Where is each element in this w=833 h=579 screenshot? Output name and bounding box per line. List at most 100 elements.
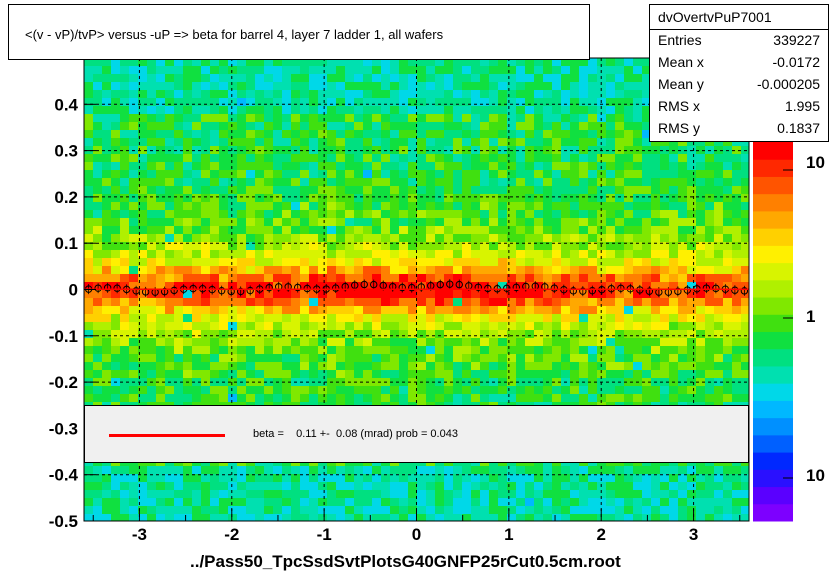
heatmap-cell: [561, 66, 570, 74]
heatmap-cell: [741, 314, 749, 322]
heatmap-cell: [705, 322, 714, 330]
heatmap-cell: [444, 346, 453, 354]
heatmap-cell: [120, 266, 129, 274]
heatmap-cell: [723, 242, 732, 250]
heatmap-cell: [255, 82, 264, 90]
heatmap-cell: [507, 154, 516, 162]
heatmap-cell: [471, 170, 480, 178]
heatmap-cell: [543, 250, 552, 258]
heatmap-cell: [642, 210, 651, 218]
heatmap-cell: [282, 122, 291, 130]
heatmap-cell: [723, 170, 732, 178]
heatmap-cell: [453, 474, 462, 482]
heatmap-cell: [525, 290, 534, 298]
heatmap-cell: [174, 354, 183, 362]
heatmap-cell: [696, 394, 705, 402]
heatmap-cell: [156, 258, 165, 266]
heatmap-cell: [327, 234, 336, 242]
heatmap-cell: [381, 258, 390, 266]
heatmap-cell: [705, 202, 714, 210]
heatmap-cell: [282, 234, 291, 242]
heatmap-cell: [210, 498, 219, 506]
heatmap-cell: [102, 474, 111, 482]
heatmap-cell: [165, 466, 174, 474]
heatmap-cell: [489, 242, 498, 250]
heatmap-cell: [111, 490, 120, 498]
x-axis-title: ../Pass50_TpcSsdSvtPlotsG40GNFP25rCut0.5…: [190, 552, 621, 571]
heatmap-cell: [129, 322, 138, 330]
heatmap-cell: [129, 498, 138, 506]
heatmap-cell: [174, 506, 183, 514]
heatmap-cell: [255, 154, 264, 162]
heatmap-cell: [129, 234, 138, 242]
heatmap-cell: [237, 218, 246, 226]
heatmap-cell: [678, 330, 687, 338]
heatmap-cell: [525, 234, 534, 242]
heatmap-cell: [651, 298, 660, 306]
heatmap-cell: [309, 266, 318, 274]
heatmap-cell: [228, 82, 237, 90]
heatmap-cell: [444, 354, 453, 362]
heatmap-cell: [390, 370, 399, 378]
heatmap-cell: [462, 58, 471, 66]
heatmap-cell: [345, 346, 354, 354]
heatmap-cell: [282, 146, 291, 154]
heatmap-cell: [237, 306, 246, 314]
heatmap-cell: [606, 122, 615, 130]
heatmap-cell: [318, 186, 327, 194]
heatmap-cell: [543, 146, 552, 154]
heatmap-cell: [516, 506, 525, 514]
heatmap-cell: [336, 98, 345, 106]
heatmap-cell: [363, 354, 372, 362]
heatmap-cell: [606, 202, 615, 210]
heatmap-cell: [417, 290, 426, 298]
heatmap-cell: [570, 490, 579, 498]
heatmap-cell: [732, 194, 741, 202]
heatmap-cell: [471, 250, 480, 258]
heatmap-cell: [336, 386, 345, 394]
heatmap-cell: [390, 298, 399, 306]
heatmap-cell: [381, 266, 390, 274]
heatmap-cell: [606, 162, 615, 170]
heatmap-cell: [480, 370, 489, 378]
heatmap-cell: [480, 82, 489, 90]
heatmap-cell: [282, 338, 291, 346]
heatmap-cell: [228, 178, 237, 186]
heatmap-cell: [102, 282, 111, 290]
colorbar-swatch: [753, 417, 793, 436]
heatmap-cell: [84, 498, 93, 506]
heatmap-cell: [687, 290, 696, 298]
heatmap-cell: [138, 482, 147, 490]
heatmap-cell: [264, 194, 273, 202]
heatmap-cell: [723, 186, 732, 194]
heatmap-cell: [165, 154, 174, 162]
heatmap-cell: [678, 194, 687, 202]
heatmap-cell: [687, 506, 696, 514]
heatmap-cell: [309, 498, 318, 506]
heatmap-cell: [156, 162, 165, 170]
heatmap-cell: [561, 354, 570, 362]
heatmap-cell: [363, 362, 372, 370]
heatmap-cell: [606, 314, 615, 322]
heatmap-cell: [588, 90, 597, 98]
heatmap-cell: [651, 162, 660, 170]
heatmap-cell: [507, 202, 516, 210]
heatmap-cell: [444, 282, 453, 290]
heatmap-cell: [480, 130, 489, 138]
heatmap-cell: [408, 490, 417, 498]
heatmap-cell: [237, 186, 246, 194]
heatmap-cell: [624, 178, 633, 186]
heatmap-cell: [318, 370, 327, 378]
heatmap-cell: [264, 306, 273, 314]
heatmap-cell: [336, 322, 345, 330]
heatmap-cell: [606, 370, 615, 378]
heatmap-cell: [669, 346, 678, 354]
heatmap-cell: [723, 146, 732, 154]
heatmap-cell: [489, 234, 498, 242]
heatmap-cell: [156, 250, 165, 258]
heatmap-cell: [147, 154, 156, 162]
heatmap-cell: [489, 506, 498, 514]
heatmap-cell: [147, 298, 156, 306]
heatmap-cell: [228, 298, 237, 306]
heatmap-cell: [156, 226, 165, 234]
